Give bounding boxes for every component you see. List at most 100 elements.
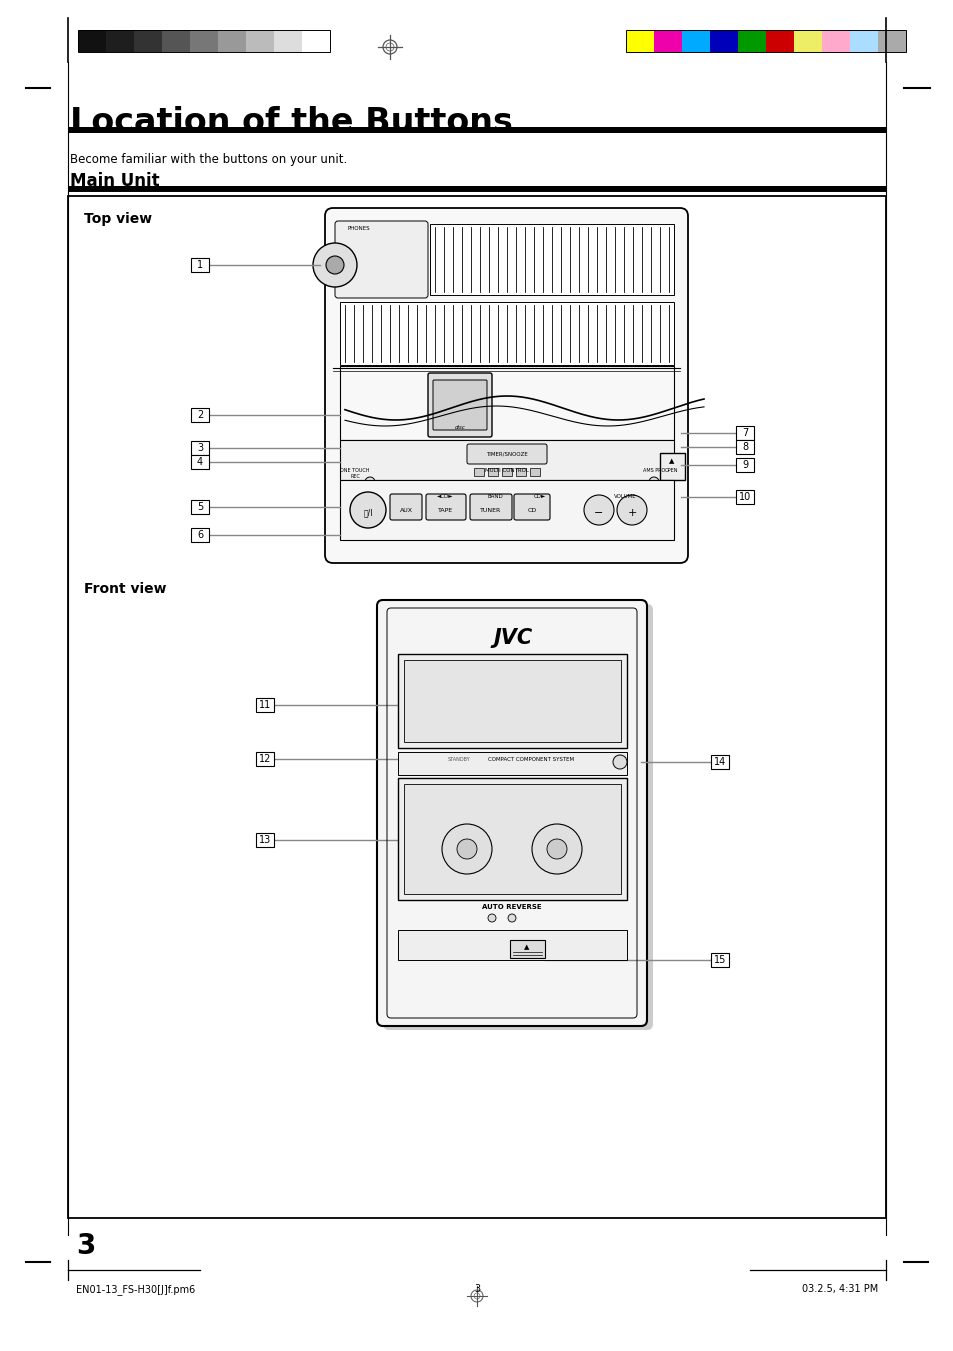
Bar	[516, 467, 525, 476]
Bar	[255, 834, 274, 847]
Bar	[68, 127, 885, 132]
Bar	[709, 30, 738, 51]
Text: 3: 3	[196, 443, 203, 453]
Bar	[735, 490, 753, 504]
Text: JVC: JVC	[493, 628, 532, 648]
Text: BAND: BAND	[487, 494, 502, 499]
Text: 4: 4	[196, 457, 203, 467]
Text: EN01-13_FS-H30[J]f.pm6: EN01-13_FS-H30[J]f.pm6	[76, 1283, 195, 1294]
Text: ◄CD►: ◄CD►	[436, 494, 453, 499]
Bar	[255, 753, 274, 766]
FancyBboxPatch shape	[382, 604, 652, 1029]
Text: Top view: Top view	[84, 212, 152, 226]
Bar	[710, 755, 728, 769]
Text: STANDBY: STANDBY	[448, 757, 470, 762]
Text: ONE TOUCH
REC: ONE TOUCH REC	[340, 467, 370, 478]
Text: +: +	[627, 508, 636, 517]
Text: −: −	[594, 508, 603, 517]
Bar	[218, 30, 246, 51]
Text: 3: 3	[474, 1283, 479, 1294]
Text: 2: 2	[196, 409, 203, 420]
Text: 11: 11	[258, 700, 271, 711]
Text: VOLUME: VOLUME	[614, 494, 636, 499]
Text: 12: 12	[258, 754, 271, 765]
Text: 10: 10	[739, 492, 750, 503]
Bar	[654, 30, 681, 51]
Bar	[191, 455, 209, 469]
Circle shape	[365, 477, 375, 486]
Text: CD: CD	[527, 508, 536, 513]
FancyBboxPatch shape	[428, 373, 492, 436]
Bar	[510, 940, 544, 958]
Circle shape	[617, 494, 646, 526]
Text: AMS PRO: AMS PRO	[642, 467, 664, 473]
FancyBboxPatch shape	[426, 494, 465, 520]
Bar	[191, 258, 209, 272]
Circle shape	[350, 492, 386, 528]
Bar	[430, 224, 673, 295]
Bar	[735, 426, 753, 440]
Bar	[681, 30, 709, 51]
Bar	[68, 186, 885, 190]
Circle shape	[613, 755, 626, 769]
Text: 03.2.5, 4:31 PM: 03.2.5, 4:31 PM	[801, 1283, 877, 1294]
FancyBboxPatch shape	[514, 494, 550, 520]
Text: ▲: ▲	[524, 944, 529, 950]
Text: 9: 9	[741, 459, 747, 470]
Bar	[78, 30, 330, 51]
Text: TAPE: TAPE	[438, 508, 453, 513]
Bar	[474, 467, 483, 476]
Circle shape	[583, 494, 614, 526]
Text: Front view: Front view	[84, 582, 167, 596]
Bar	[246, 30, 274, 51]
Circle shape	[488, 915, 496, 921]
Bar	[78, 30, 106, 51]
Text: PHONES: PHONES	[348, 226, 370, 231]
FancyBboxPatch shape	[325, 208, 687, 563]
Bar	[190, 30, 218, 51]
Text: ⏻/I: ⏻/I	[363, 508, 373, 517]
Bar	[530, 467, 539, 476]
Bar	[339, 366, 673, 440]
Bar	[397, 778, 626, 900]
Bar	[191, 408, 209, 422]
Bar	[765, 30, 793, 51]
Text: TUNER: TUNER	[480, 508, 501, 513]
Text: AUX: AUX	[399, 508, 412, 513]
Text: 13: 13	[258, 835, 271, 844]
Text: COMPACT COMPONENT SYSTEM: COMPACT COMPONENT SYSTEM	[488, 757, 574, 762]
Circle shape	[546, 839, 566, 859]
Circle shape	[648, 477, 659, 486]
Text: CD►: CD►	[534, 494, 545, 499]
Bar	[625, 30, 654, 51]
Text: 3: 3	[76, 1232, 95, 1260]
FancyBboxPatch shape	[433, 380, 486, 430]
Bar	[488, 467, 497, 476]
Bar	[710, 952, 728, 967]
Bar	[339, 303, 673, 365]
Bar	[255, 698, 274, 712]
Bar	[133, 30, 162, 51]
Bar	[501, 467, 512, 476]
Bar	[339, 480, 673, 540]
Bar	[339, 440, 673, 480]
Bar	[738, 30, 765, 51]
Text: MULTI CONTROL: MULTI CONTROL	[484, 467, 528, 473]
Bar	[191, 500, 209, 513]
Text: 8: 8	[741, 442, 747, 453]
Text: OPEN: OPEN	[664, 467, 678, 473]
Bar	[659, 453, 684, 480]
Bar	[397, 753, 626, 775]
Bar	[849, 30, 877, 51]
Text: Main Unit: Main Unit	[70, 172, 159, 190]
Bar	[403, 661, 620, 742]
Bar	[793, 30, 821, 51]
Text: Location of the Buttons: Location of the Buttons	[70, 105, 513, 139]
FancyBboxPatch shape	[470, 494, 512, 520]
Text: 7: 7	[741, 428, 747, 438]
Text: 15: 15	[713, 955, 725, 965]
Circle shape	[441, 824, 492, 874]
Bar	[274, 30, 302, 51]
Text: disc: disc	[454, 426, 465, 430]
Circle shape	[456, 839, 476, 859]
